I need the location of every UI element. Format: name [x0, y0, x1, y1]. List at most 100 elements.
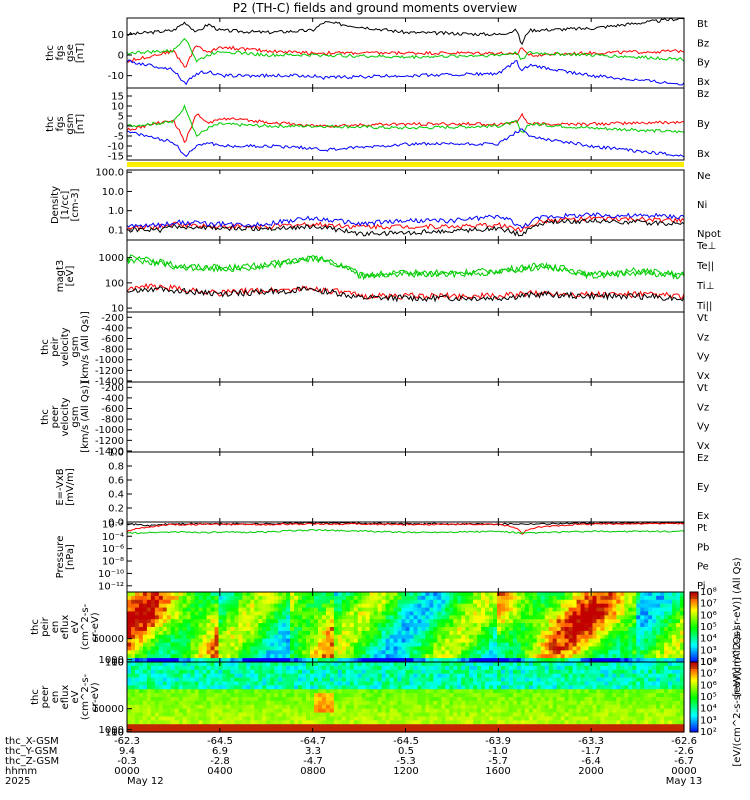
spectrogram-cell — [198, 611, 204, 616]
spectrogram-cell — [294, 693, 299, 698]
spectrogram-cell — [317, 716, 323, 721]
spectrogram-cell — [624, 654, 629, 659]
spectrogram-cell — [158, 697, 164, 702]
spectrogram-cell — [325, 619, 331, 624]
spectrogram-cell — [134, 592, 140, 597]
spectrogram-cell — [194, 728, 200, 733]
spectrogram-cell — [552, 619, 558, 624]
spectrogram-cell — [313, 611, 319, 616]
spectrogram-cell — [532, 712, 538, 718]
spectrogram-cell — [226, 685, 232, 690]
spectrogram-cell — [524, 642, 530, 648]
spectrogram-cell — [453, 615, 458, 620]
spectrogram-cell — [536, 623, 542, 628]
spectrogram-cell — [174, 665, 180, 671]
spectrogram-cell — [604, 595, 610, 601]
spectrogram-cell — [544, 603, 550, 609]
spectrogram-cell — [461, 697, 466, 702]
spectrogram-cell — [282, 724, 287, 729]
spectrogram-cell — [536, 685, 542, 690]
spectrogram-cell — [266, 642, 271, 648]
spectrogram-cell — [437, 607, 442, 613]
spectrogram-cell — [461, 665, 466, 671]
spectrogram-cell — [202, 720, 208, 725]
spectrogram-cell — [389, 716, 395, 721]
spectrogram-cell — [186, 708, 192, 714]
spectrogram-cell — [413, 592, 419, 597]
spectrogram-cell — [361, 697, 367, 702]
spectrogram-cell — [417, 603, 423, 609]
spectrogram-cell — [397, 642, 403, 648]
spectrogram-cell — [620, 619, 625, 624]
spectrogram-cell — [417, 595, 423, 601]
spectrogram-cell — [302, 665, 307, 671]
spectrogram-cell — [170, 673, 176, 679]
spectrogram-cell — [461, 677, 466, 683]
spectrogram-cell — [218, 724, 224, 729]
spectrogram-cell — [158, 704, 164, 710]
spectrogram-cell — [218, 704, 224, 710]
spectrogram-cell — [405, 642, 411, 648]
spectrogram-cell — [473, 673, 478, 679]
spectrogram-cell — [524, 619, 530, 624]
spectrogram-cell — [325, 623, 331, 628]
spectrogram-cell — [353, 720, 359, 725]
y-tick-label: 10⁻⁴ — [102, 532, 124, 543]
spectrogram-cell — [656, 619, 661, 624]
spectrogram-cell — [560, 623, 566, 628]
spectrogram-cell — [190, 716, 196, 721]
spectrogram-cell — [373, 611, 379, 616]
spectrogram-cell — [246, 599, 251, 605]
spectrogram-cell — [433, 603, 438, 609]
legend-label: Ti⊥ — [696, 281, 714, 292]
spectrogram-cell — [528, 658, 534, 663]
spectrogram-cell — [564, 646, 570, 651]
spectrogram-cell — [461, 681, 466, 686]
spectrogram-cell — [317, 700, 323, 706]
spectrogram-cell — [441, 642, 446, 648]
spectrogram-cell — [548, 603, 554, 609]
spectrogram-cell — [401, 607, 407, 613]
spectrogram-cell — [210, 642, 216, 648]
spectrogram-cell — [214, 720, 220, 725]
spectrogram-cell — [174, 693, 180, 698]
spectrogram-cell — [138, 662, 144, 667]
spectrogram-cell — [500, 595, 506, 601]
spectrogram-cell — [190, 704, 196, 710]
spectrogram-cell — [313, 634, 319, 640]
spectrogram-cell — [512, 638, 518, 644]
legend-label: Ez — [697, 453, 709, 464]
spectrogram-cell — [198, 685, 204, 690]
spectrogram-cell — [580, 603, 586, 609]
spectrogram-cell — [393, 611, 399, 616]
spectrogram-cell — [556, 728, 562, 733]
spectrogram-cell — [536, 724, 542, 729]
spectrogram-cell — [532, 595, 538, 601]
spectrogram-cell — [230, 673, 236, 679]
spectrogram-cell — [282, 642, 287, 648]
spectrogram-cell — [333, 662, 339, 667]
spectrogram-cell — [150, 650, 156, 655]
spectrogram-cell — [341, 619, 347, 624]
y-tick-label: -1200 — [95, 366, 124, 377]
spectrogram-cell — [381, 658, 387, 663]
spectrogram-cell — [516, 638, 522, 644]
spectrogram-cell — [556, 665, 562, 671]
spectrogram-cell — [357, 708, 363, 714]
legend-label: Bz — [697, 89, 709, 100]
spectrogram-cell — [481, 646, 486, 651]
spectrogram-cell — [588, 716, 594, 721]
spectrogram-cell — [127, 712, 132, 718]
spectrogram-cell — [560, 627, 566, 632]
spectrogram-cell — [353, 669, 359, 675]
spectrogram-cell — [298, 638, 303, 644]
spectrogram-cell — [254, 650, 259, 655]
spectrogram-cell — [584, 693, 590, 698]
spectrogram-cell — [385, 689, 391, 694]
spectrogram-cell — [214, 615, 220, 620]
spectrogram-cell — [477, 708, 482, 714]
spectrogram-cell — [437, 681, 442, 686]
spectrogram-cell — [580, 619, 586, 624]
